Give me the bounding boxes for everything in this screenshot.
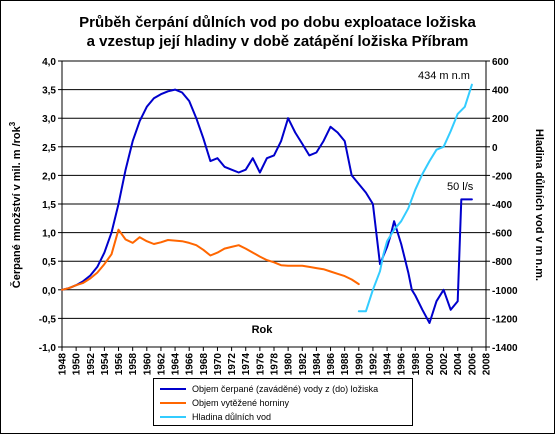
y-right-tick-label: -1400: [492, 343, 518, 354]
x-tick-label: 1986: [326, 353, 337, 376]
legend-label-ore: Objem vytěžené horniny: [192, 397, 290, 408]
legend-item-ore: Objem vytěžené horniny: [160, 396, 289, 409]
y-right-tick-label: 600: [492, 57, 509, 68]
x-tick-label: 1950: [72, 353, 83, 376]
x-tick-label: 1968: [199, 353, 210, 376]
legend-label-pumped: Objem čerpané (zaváděné) vody z (do) lož…: [192, 383, 379, 394]
legend-swatch-ore: [160, 401, 186, 404]
x-tick-label: 1966: [185, 353, 196, 376]
x-axis-label: Rok: [252, 324, 274, 336]
y-right-tick-label: 0: [492, 143, 498, 154]
chart-title-line-2: a vzestup její hladiny v době zatápění l…: [86, 33, 469, 50]
x-tick-label: 1962: [156, 353, 167, 376]
x-tick-label: 1972: [227, 353, 238, 376]
x-tick-label: 2004: [453, 353, 464, 376]
y-right-tick-label: -400: [492, 200, 512, 211]
x-tick-label: 1980: [284, 353, 295, 376]
y-left-tick-label: -0,5: [39, 314, 57, 325]
x-axis: 1948 1950 1952 1954 1956 1958 1960 1962 1964 1966…: [58, 347, 493, 375]
y-left-tick-label: 1,0: [42, 229, 56, 240]
gridlines: [62, 89, 486, 319]
series-line-level: [357, 83, 473, 313]
x-tick-label: 1994: [383, 353, 394, 376]
x-tick-label: 1958: [128, 353, 139, 376]
y-left-axis-label: Čerpané množství v mil. m /rok3: [8, 121, 23, 288]
y-left-axis-label-sup: 3: [8, 121, 17, 126]
y-right-tick-label: -200: [492, 171, 512, 182]
x-tick-label: 1984: [312, 353, 323, 376]
x-tick-label: 1960: [142, 353, 153, 376]
x-tick-label: 1996: [397, 353, 408, 376]
series-line-pumped: [61, 88, 473, 324]
annotation-water-level: 434 m n.m: [418, 70, 470, 82]
legend: Objem čerpané (zaváděné) vody z (do) lož…: [153, 378, 413, 426]
y-left-axis-label-text: Čerpané množství v mil. m /rok: [10, 125, 23, 288]
x-tick-label: 1970: [213, 353, 224, 376]
x-tick-label: 1952: [86, 353, 97, 376]
x-tick-label: 1998: [411, 353, 422, 376]
x-tick-label: 1964: [171, 353, 182, 376]
y-left-tick-label: 2,0: [42, 171, 56, 182]
x-tick-label: 2008: [482, 353, 493, 376]
chart-title-line-1: Průběh čerpání důlních vod po dobu explo…: [79, 14, 476, 31]
x-tick-label: 1976: [255, 353, 266, 376]
y-left-tick-label: 3,5: [42, 86, 56, 97]
y-right-axis-label: Hladina důlních vod v m n.m.: [533, 129, 545, 281]
y-right-tick-label: -800: [492, 257, 512, 268]
chart-title: Průběh čerpání důlních vod po dobu explo…: [0, 13, 555, 51]
x-tick-label: 1988: [340, 353, 351, 376]
y-left-tick-label: 3,0: [42, 114, 56, 125]
legend-swatch-pumped: [160, 387, 186, 390]
right-axis: -1400 -1200 -1000 -800 -600 -400 -200 0 200 400 60…: [486, 57, 518, 354]
annotation-flow-rate: 50 l/s: [447, 181, 474, 193]
y-left-tick-label: 0,5: [42, 257, 56, 268]
y-left-tick-label: 4,0: [42, 57, 56, 68]
y-left-tick-label: -1,0: [39, 343, 57, 354]
y-right-tick-label: 200: [492, 114, 509, 125]
left-axis: -1,0 -0,5 0,0 0,5 1,0 1,5 2,0 2,5 3,0 3,5 4,0: [39, 57, 62, 354]
x-tick-label: 2000: [425, 353, 436, 376]
legend-item-pumped: Objem čerpané (zaváděné) vody z (do) lož…: [160, 382, 378, 395]
y-left-tick-label: 2,5: [42, 143, 56, 154]
series-line-ore: [61, 228, 360, 291]
x-tick-label: 1990: [354, 353, 365, 376]
y-right-tick-label: -1200: [492, 314, 518, 325]
x-tick-label: 1992: [368, 353, 379, 376]
legend-swatch-level: [160, 415, 186, 418]
legend-label-level: Hladina důlních vod: [192, 411, 272, 422]
series-group: [61, 83, 473, 324]
x-tick-label: 2006: [467, 353, 478, 376]
x-tick-label: 1956: [114, 353, 125, 376]
x-tick-label: 1948: [58, 353, 69, 376]
y-right-tick-label: -1000: [492, 286, 518, 297]
y-left-tick-label: 1,5: [42, 200, 56, 211]
x-tick-label: 2002: [439, 353, 450, 376]
y-right-tick-label: 400: [492, 86, 509, 97]
legend-item-level: Hladina důlních vod: [160, 410, 271, 423]
y-right-tick-label: -600: [492, 229, 512, 240]
x-tick-label: 1978: [270, 353, 281, 376]
y-left-tick-label: 0,0: [42, 286, 56, 297]
x-tick-label: 1982: [298, 353, 309, 376]
x-tick-label: 1954: [100, 353, 111, 376]
x-tick-label: 1974: [241, 353, 252, 376]
